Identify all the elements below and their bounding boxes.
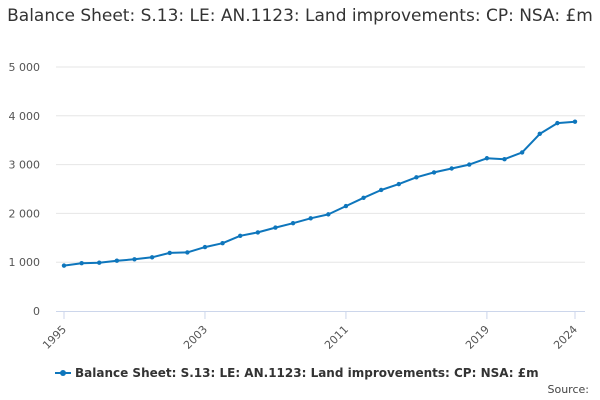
legend-item[interactable]: Balance Sheet: S.13: LE: AN.1123: Land i… xyxy=(55,366,539,380)
x-tick-label: 2011 xyxy=(322,323,351,352)
legend-swatch-icon xyxy=(55,368,71,378)
y-tick-label: 3 000 xyxy=(9,159,41,172)
data-point xyxy=(502,157,507,162)
data-point xyxy=(361,195,366,200)
y-tick-label: 1 000 xyxy=(9,256,41,269)
data-point xyxy=(273,225,278,230)
data-point xyxy=(449,166,454,171)
data-point xyxy=(484,156,490,161)
series-line xyxy=(63,120,576,267)
data-point xyxy=(396,181,401,187)
data-point xyxy=(149,255,155,260)
data-point xyxy=(185,250,190,255)
source-label: Source: xyxy=(547,383,590,396)
y-tick-label: 5 000 xyxy=(9,61,41,74)
data-point xyxy=(238,233,243,239)
data-point xyxy=(308,216,313,221)
data-point xyxy=(555,120,560,126)
data-point xyxy=(97,260,102,265)
y-tick-label: 0 xyxy=(33,305,40,318)
data-point xyxy=(202,244,208,250)
data-point xyxy=(343,203,349,209)
data-point xyxy=(326,212,331,217)
data-point xyxy=(572,119,578,124)
data-point xyxy=(431,170,437,175)
y-tick-label: 4 000 xyxy=(9,110,41,123)
x-tick-label: 2003 xyxy=(181,323,210,352)
legend-label: Balance Sheet: S.13: LE: AN.1123: Land i… xyxy=(75,366,539,380)
y-tick-label: 2 000 xyxy=(9,207,41,220)
data-point xyxy=(519,150,525,155)
data-point xyxy=(132,257,137,262)
data-point xyxy=(378,187,384,193)
data-point xyxy=(79,260,84,266)
data-point xyxy=(537,131,542,137)
data-point xyxy=(61,263,67,268)
data-point xyxy=(414,175,419,180)
chart-title: Balance Sheet: S.13: LE: AN.1123: Land i… xyxy=(7,6,593,26)
data-point xyxy=(167,250,172,256)
data-point xyxy=(290,220,296,226)
x-tick-label: 2024 xyxy=(551,323,580,352)
data-point xyxy=(220,240,225,246)
x-tick-label: 1995 xyxy=(40,323,69,352)
data-point xyxy=(114,258,120,263)
data-point xyxy=(467,162,472,167)
x-tick-label: 2019 xyxy=(463,323,492,352)
data-point xyxy=(255,230,261,235)
